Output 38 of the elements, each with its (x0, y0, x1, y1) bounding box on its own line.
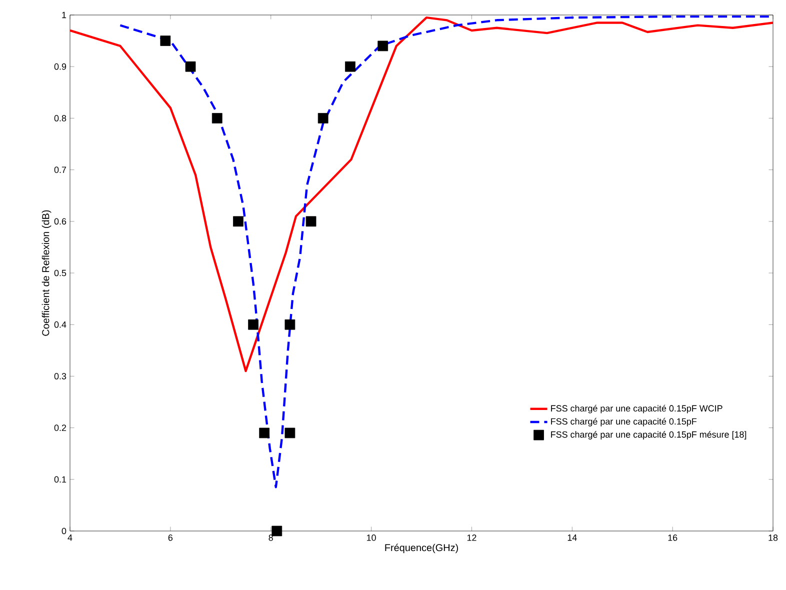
x-axis-title: Fréquence(GHz) (385, 544, 458, 554)
point (259, 428, 270, 438)
point (318, 113, 328, 124)
legend-label: FSS chargé par une capacité 0.15pF mésure [18] (551, 430, 746, 440)
point (345, 61, 356, 72)
point (212, 113, 222, 124)
point (272, 526, 282, 536)
point (185, 61, 196, 72)
point (378, 40, 388, 52)
y-tick-label: 0.4 (54, 321, 66, 328)
point (284, 319, 296, 330)
x-tick-label: 16 (668, 534, 678, 541)
y-tick-label: 0.1 (54, 476, 66, 483)
y-tick-label: 0.9 (54, 63, 66, 70)
line-series (70, 16, 774, 372)
point (233, 216, 244, 227)
point (306, 216, 316, 227)
x-tick-label: 18 (768, 534, 778, 541)
y-axis-title: Coefficient de Reflexion (dB) (42, 210, 52, 336)
y-tick-label: 0.2 (54, 424, 66, 431)
y-tick-label: 0.7 (54, 166, 66, 173)
point (248, 319, 258, 330)
x-tick-label: 10 (366, 534, 376, 541)
point (284, 428, 296, 438)
y-tick-label: 0.3 (54, 373, 66, 380)
legend-label: FSS chargé par une capacité 0.15pF (551, 418, 697, 426)
y-tick-label: 0.8 (54, 115, 66, 122)
legend-label: FSS chargé par une capacité 0.15pF WCIP (551, 404, 722, 414)
x-tick-label: 14 (568, 534, 577, 541)
y-tick-label: 0.6 (54, 218, 66, 225)
y-tick-label: 0.5 (54, 270, 66, 276)
x-tick-label: 4 (68, 534, 72, 541)
x-tick-label: 12 (467, 534, 476, 541)
y-tick-label: 0 (62, 528, 66, 534)
x-tick-label: 6 (168, 534, 173, 541)
point (160, 36, 171, 46)
y-tick-label: 1 (62, 12, 66, 18)
x-tick-label: 8 (268, 534, 273, 541)
